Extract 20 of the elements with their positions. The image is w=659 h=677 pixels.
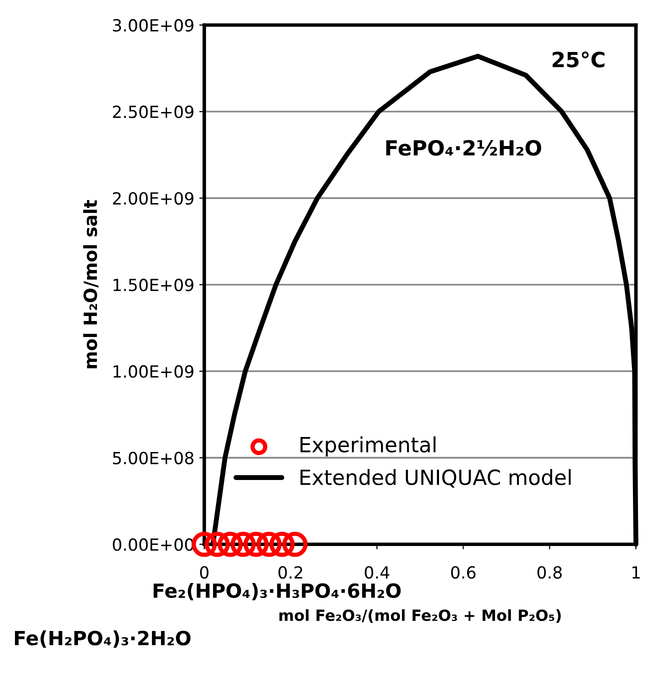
x-tick-label: 1 [632, 566, 640, 578]
x-tick-label: 0 [200, 566, 208, 579]
y-tick-label: 1.00E+09 [114, 365, 194, 378]
text: Fe₂(HPO₄)₃·H₃PO₄·6H₂O [154, 582, 401, 600]
x-tick-label: 0.2 [278, 566, 302, 579]
text: Fe(H₂PO₄)₃·2H₂O [14, 630, 191, 648]
y-tick-label: 2.50E+09 [112, 106, 194, 118]
annotation: FePO₄·2½H₂O [386, 140, 542, 156]
x-tick-label: 0.6 [451, 566, 476, 579]
y-axis-title: mol H₂O/mol salt [83, 200, 99, 368]
y-tick-label: 3.00E+09 [113, 19, 194, 32]
y-tick-label: 2.00E+09 [112, 192, 194, 205]
x-axis-title: mol Fe₂O₃/(mol Fe₂O₃ + Mol P₂O₅) [279, 609, 561, 623]
x-tick-label: 0.4 [364, 566, 390, 579]
annotation: 25°C [552, 52, 604, 68]
legend-label: Experimental [300, 436, 436, 457]
legend-label: Extended UNIQUAC model [300, 469, 571, 488]
x-tick-label: 0.8 [537, 566, 562, 579]
y-tick-label: 5.00E+08 [113, 452, 194, 464]
y-tick-label: 1.50E+09 [114, 278, 194, 292]
